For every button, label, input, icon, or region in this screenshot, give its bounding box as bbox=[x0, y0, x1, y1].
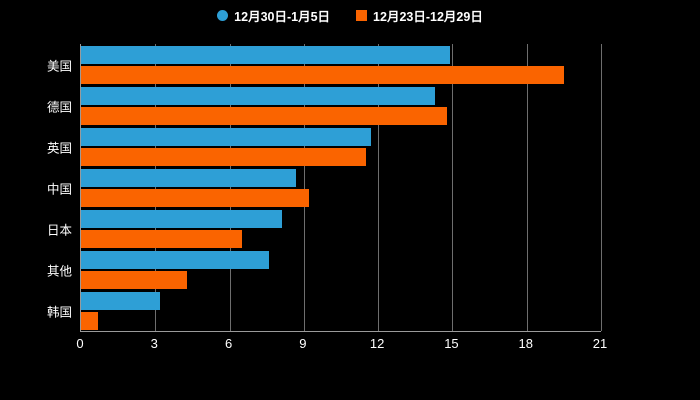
bar-group bbox=[81, 291, 600, 330]
x-axis-tick-9: 9 bbox=[299, 336, 307, 351]
bar-group bbox=[81, 168, 600, 207]
x-axis-labels: 0 3 6 9 12 15 18 21 bbox=[76, 336, 607, 356]
gridline bbox=[452, 44, 454, 331]
bar-英国-series-1[interactable] bbox=[81, 127, 371, 146]
legend-item-series-2[interactable]: 12月23日-12月29日 bbox=[356, 6, 483, 25]
bar-德国-series-1[interactable] bbox=[81, 86, 436, 105]
y-axis-label-美国: 美国 bbox=[46, 59, 72, 73]
gridline bbox=[303, 44, 305, 331]
bar-group bbox=[81, 127, 600, 166]
bar-中国-series-1[interactable] bbox=[81, 168, 297, 187]
bar-日本-series-1[interactable] bbox=[81, 209, 282, 228]
x-axis-tick-6: 6 bbox=[224, 336, 233, 351]
bar-韩国-series-1[interactable] bbox=[81, 291, 161, 310]
x-axis-tick-18: 18 bbox=[518, 336, 533, 351]
plot-area bbox=[80, 44, 602, 331]
bar-group bbox=[81, 209, 600, 248]
x-axis-line bbox=[80, 331, 601, 332]
gridline bbox=[378, 44, 380, 331]
gridline bbox=[229, 44, 231, 331]
y-axis-label-日本: 日本 bbox=[46, 223, 72, 237]
bar-group bbox=[81, 250, 600, 289]
legend-item-series-1[interactable]: 12月30日-1月5日 bbox=[217, 6, 330, 25]
gridline bbox=[601, 44, 602, 331]
bar-中国-series-2[interactable] bbox=[81, 188, 309, 207]
y-axis-labels: 美国德国英国中国日本其他韩国 bbox=[0, 44, 72, 331]
bar-其他-series-1[interactable] bbox=[81, 250, 270, 269]
legend-marker-circle-icon bbox=[217, 10, 229, 21]
bar-英国-series-2[interactable] bbox=[81, 147, 366, 166]
y-axis-label-其他: 其他 bbox=[46, 264, 72, 278]
bar-德国-series-2[interactable] bbox=[81, 106, 448, 125]
bar-美国-series-2[interactable] bbox=[81, 65, 564, 84]
x-axis-tick-21: 21 bbox=[592, 336, 608, 351]
y-axis-label-德国: 德国 bbox=[46, 100, 72, 114]
bar-group bbox=[81, 86, 600, 125]
gridline bbox=[155, 44, 157, 331]
bar-日本-series-2[interactable] bbox=[81, 229, 242, 248]
y-axis-label-英国: 英国 bbox=[46, 141, 72, 155]
bar-group bbox=[81, 45, 600, 84]
y-axis-label-韩国: 韩国 bbox=[46, 305, 72, 319]
x-axis-tick-0: 0 bbox=[76, 336, 84, 351]
chart-legend: 12月30日-1月5日 12月23日-12月29日 bbox=[0, 6, 700, 25]
bar-美国-series-1[interactable] bbox=[81, 45, 450, 64]
x-axis-tick-12: 12 bbox=[369, 336, 385, 351]
gridline bbox=[526, 44, 528, 331]
bar-其他-series-2[interactable] bbox=[81, 270, 188, 289]
x-axis-tick-3: 3 bbox=[150, 336, 158, 351]
legend-label-series-1: 12月30日-1月5日 bbox=[234, 10, 331, 24]
legend-marker-square-icon bbox=[356, 10, 368, 21]
bar-韩国-series-2[interactable] bbox=[81, 311, 99, 330]
x-axis-tick-15: 15 bbox=[444, 336, 459, 351]
y-axis-label-中国: 中国 bbox=[46, 182, 72, 196]
legend-label-series-2: 12月23日-12月29日 bbox=[373, 10, 483, 24]
